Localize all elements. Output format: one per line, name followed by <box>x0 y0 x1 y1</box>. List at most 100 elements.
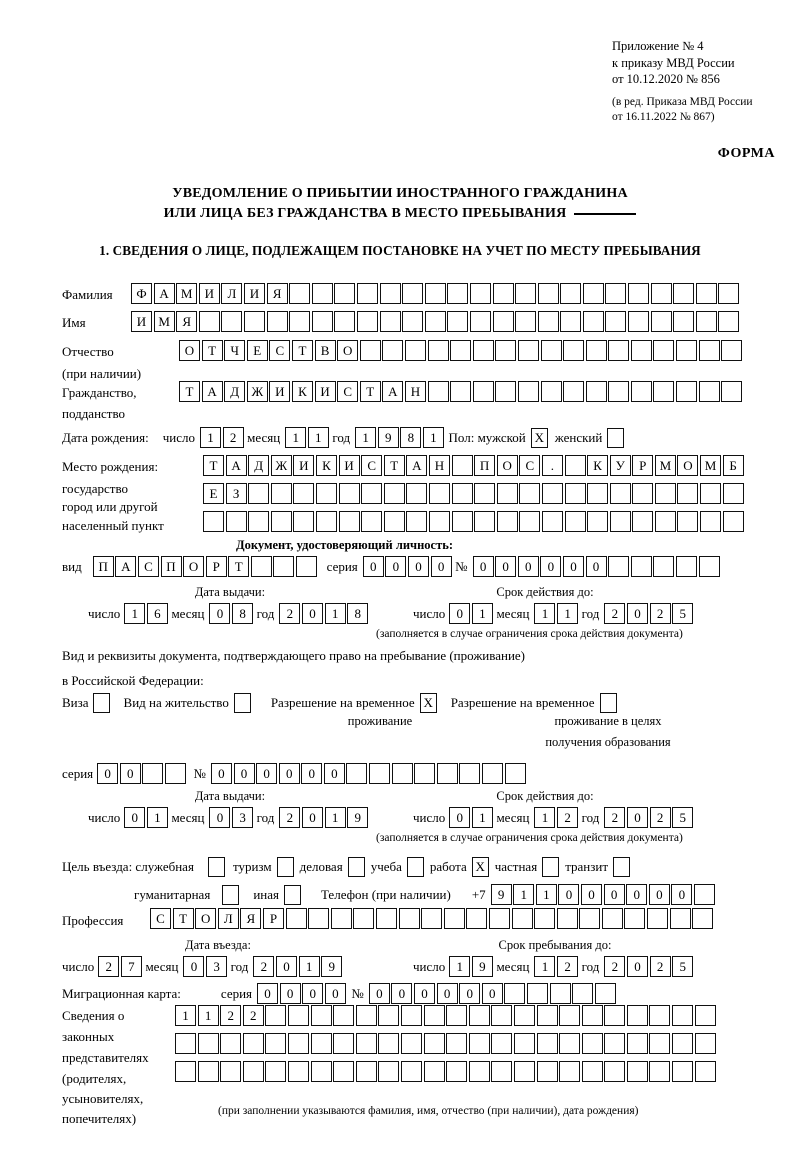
char-cell[interactable] <box>695 283 717 304</box>
char-cell[interactable] <box>310 1033 332 1054</box>
char-cell[interactable]: 0 <box>97 763 119 784</box>
char-cell[interactable] <box>519 511 541 532</box>
char-cell[interactable] <box>654 511 676 532</box>
char-cell[interactable]: 8 <box>232 603 254 624</box>
char-cell[interactable] <box>287 1033 309 1054</box>
char-cell[interactable] <box>515 311 537 332</box>
char-cell[interactable] <box>513 1033 535 1054</box>
char-cell[interactable]: С <box>150 908 171 929</box>
char-cell[interactable] <box>383 483 405 504</box>
char-cell[interactable]: 0 <box>302 603 324 624</box>
char-cell[interactable] <box>220 1033 242 1054</box>
char-cell[interactable] <box>446 1005 468 1026</box>
char-cell[interactable]: Д <box>248 455 270 476</box>
char-cell[interactable] <box>517 340 539 361</box>
char-cell[interactable]: 0 <box>627 603 649 624</box>
char-cell[interactable] <box>630 340 652 361</box>
char-cell[interactable] <box>382 340 404 361</box>
legal-rep-row-2-boxes[interactable] <box>175 1033 716 1054</box>
temp-residence-edu-checkbox[interactable] <box>599 693 617 713</box>
char-cell[interactable] <box>572 983 594 1004</box>
char-cell[interactable] <box>537 283 559 304</box>
char-cell[interactable] <box>700 483 722 504</box>
purpose-business-checkbox[interactable] <box>347 857 365 877</box>
char-cell[interactable] <box>248 511 270 532</box>
char-cell[interactable] <box>549 983 571 1004</box>
char-cell[interactable]: 0 <box>301 763 323 784</box>
char-cell[interactable]: М <box>700 455 722 476</box>
char-cell[interactable] <box>605 311 627 332</box>
char-cell[interactable] <box>333 1061 355 1082</box>
char-cell[interactable]: 0 <box>627 807 649 828</box>
char-cell[interactable] <box>472 381 494 402</box>
char-cell[interactable] <box>608 556 630 577</box>
char-cell[interactable] <box>406 483 428 504</box>
char-cell[interactable]: У <box>609 455 631 476</box>
char-cell[interactable] <box>676 381 698 402</box>
char-cell[interactable]: Т <box>228 556 250 577</box>
char-cell[interactable] <box>650 311 672 332</box>
purpose-official-checkbox[interactable] <box>207 857 225 877</box>
char-cell[interactable]: 0 <box>449 603 471 624</box>
char-cell[interactable]: Е <box>246 340 268 361</box>
char-cell[interactable]: 2 <box>604 603 626 624</box>
char-cell[interactable] <box>436 763 458 784</box>
residence-permit-checkbox[interactable] <box>233 693 251 713</box>
char-cell[interactable] <box>534 908 556 929</box>
char-cell[interactable] <box>378 1005 400 1026</box>
char-cell[interactable] <box>630 556 652 577</box>
char-cell[interactable] <box>287 1061 309 1082</box>
char-cell[interactable]: Ж <box>270 455 292 476</box>
char-cell[interactable] <box>632 511 654 532</box>
char-cell[interactable] <box>400 1033 422 1054</box>
char-cell[interactable] <box>333 1005 355 1026</box>
char-cell[interactable]: 1 <box>557 603 579 624</box>
char-cell[interactable]: 0 <box>603 884 625 905</box>
char-cell[interactable] <box>608 340 630 361</box>
char-cell[interactable]: П <box>92 556 114 577</box>
char-cell[interactable]: 0 <box>276 956 298 977</box>
char-cell[interactable] <box>672 1061 694 1082</box>
char-cell[interactable]: 0 <box>459 983 481 1004</box>
char-cell[interactable] <box>469 311 491 332</box>
char-cell[interactable]: Я <box>176 311 198 332</box>
char-cell[interactable]: 2 <box>222 427 244 448</box>
char-cell[interactable]: И <box>314 381 336 402</box>
char-cell[interactable]: 3 <box>232 807 254 828</box>
char-cell[interactable] <box>624 908 646 929</box>
char-cell[interactable] <box>676 340 698 361</box>
char-cell[interactable] <box>356 283 378 304</box>
purpose-humanitarian-checkbox[interactable] <box>222 884 240 905</box>
char-cell[interactable]: И <box>293 455 315 476</box>
char-cell[interactable]: 7 <box>120 956 142 977</box>
char-cell[interactable]: 0 <box>627 956 649 977</box>
char-cell[interactable] <box>450 340 472 361</box>
char-cell[interactable]: . <box>541 455 563 476</box>
char-cell[interactable] <box>698 340 720 361</box>
char-cell[interactable] <box>694 1061 716 1082</box>
char-cell[interactable]: 0 <box>495 556 517 577</box>
char-cell[interactable]: Я <box>240 908 262 929</box>
char-cell[interactable] <box>608 381 630 402</box>
char-cell[interactable]: 2 <box>649 603 671 624</box>
char-cell[interactable] <box>250 556 272 577</box>
char-cell[interactable] <box>361 511 383 532</box>
char-cell[interactable] <box>495 340 517 361</box>
char-cell[interactable] <box>423 1061 445 1082</box>
char-cell[interactable] <box>355 1061 377 1082</box>
char-cell[interactable] <box>604 1005 626 1026</box>
char-cell[interactable]: 3 <box>206 956 228 977</box>
char-cell[interactable]: 0 <box>517 556 539 577</box>
char-cell[interactable]: 1 <box>175 1005 196 1026</box>
char-cell[interactable] <box>203 511 224 532</box>
char-cell[interactable] <box>175 1061 196 1082</box>
